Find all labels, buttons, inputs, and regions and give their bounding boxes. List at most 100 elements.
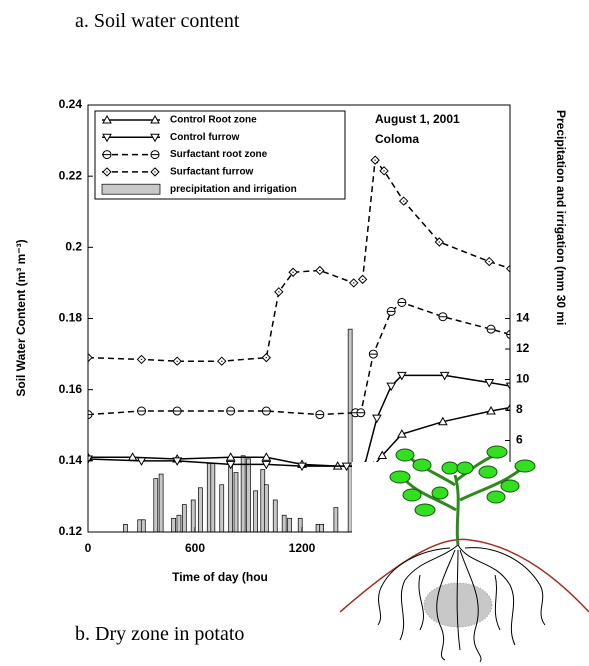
marker <box>357 274 368 285</box>
marker <box>172 356 182 366</box>
y-axis-label: Soil Water Content (m³ m⁻³) <box>14 239 28 396</box>
legend-marker <box>150 167 160 177</box>
y-tick-label: 0.14 <box>59 453 83 467</box>
marker <box>372 414 382 424</box>
bar <box>272 499 278 532</box>
legend-marker <box>102 133 112 143</box>
marker <box>505 403 510 411</box>
bar <box>158 473 164 532</box>
bar <box>176 514 182 532</box>
legend-marker <box>102 150 112 160</box>
legend-marker <box>150 114 160 124</box>
y2-tick-label: 14 <box>516 311 530 325</box>
roots <box>377 544 546 663</box>
y-tick-label: 0.24 <box>59 97 83 111</box>
marker <box>88 410 93 420</box>
bar <box>263 484 269 532</box>
y-tick-label: 0.18 <box>59 311 83 325</box>
bar <box>240 455 246 532</box>
marker <box>368 349 378 359</box>
marker <box>225 460 236 470</box>
y2-tick-label: 12 <box>516 341 530 355</box>
y-tick-label: 0.16 <box>59 382 83 396</box>
bar <box>190 499 196 532</box>
marker <box>172 406 182 416</box>
marker <box>397 297 407 307</box>
marker <box>274 287 284 297</box>
legend-label: Surfactant root zone <box>170 149 268 160</box>
bar <box>319 524 324 532</box>
legend-label: Control furrow <box>170 132 240 143</box>
marker <box>261 452 272 461</box>
y-tick-label: 0.2 <box>65 240 82 254</box>
bar <box>297 517 303 532</box>
legend-marker <box>150 133 160 143</box>
dry-zone <box>423 582 493 628</box>
marker <box>486 406 496 415</box>
marker <box>297 462 307 472</box>
marker <box>484 256 494 267</box>
marker <box>217 356 227 366</box>
line <box>88 301 510 416</box>
marker <box>379 166 389 176</box>
bar <box>233 472 239 532</box>
legend-label: Surfactant furrow <box>170 167 254 178</box>
marker <box>261 352 272 363</box>
marker <box>438 416 448 426</box>
x-tick-label: 0 <box>85 541 92 555</box>
series <box>88 297 510 420</box>
marker <box>136 457 147 466</box>
bar <box>181 504 187 532</box>
x-axis-label: Time of day (hou <box>172 570 268 584</box>
marker <box>370 155 380 165</box>
marker <box>341 462 352 472</box>
bar <box>228 463 234 532</box>
marker <box>386 382 397 392</box>
plot: 0.12 0.14 0.16 0.18 0.2 0.22 0.24 6 8 10 12 14 0 600 1… <box>59 97 530 555</box>
bar <box>140 519 146 532</box>
line <box>88 406 510 467</box>
plot-area <box>88 155 510 532</box>
marker <box>484 379 495 388</box>
legend-marker <box>102 114 112 124</box>
annotation: Coloma <box>375 132 419 146</box>
legend-label: Control Root zone <box>170 115 257 126</box>
legend-label: precipitation and irrigation <box>170 184 297 195</box>
bar <box>219 484 225 532</box>
marker <box>315 265 325 276</box>
legend-marker <box>150 150 160 160</box>
legend: Control Root zone Control furrow Surfactan… <box>94 110 346 200</box>
marker <box>172 457 183 466</box>
marker <box>397 429 407 438</box>
marker <box>505 382 510 390</box>
marker <box>434 237 445 247</box>
bar <box>246 458 251 532</box>
bar <box>333 507 339 532</box>
bar <box>123 524 128 532</box>
y2-tick-label: 10 <box>516 372 530 386</box>
bar <box>171 517 176 532</box>
y-tick-label: 0.12 <box>59 524 83 538</box>
marker <box>377 450 388 459</box>
marker <box>137 406 147 416</box>
marker <box>505 264 510 273</box>
marker <box>356 408 366 418</box>
legend-swatch <box>101 183 161 195</box>
leaves <box>389 445 536 517</box>
marker <box>386 306 396 316</box>
series <box>88 371 510 472</box>
y-tick-label: 0.22 <box>59 168 83 182</box>
legend-marker <box>102 167 112 177</box>
annotation: August 1, 2001 <box>375 112 460 126</box>
marker <box>506 330 510 339</box>
bar <box>347 328 353 532</box>
marker <box>226 406 236 416</box>
marker <box>261 406 271 416</box>
marker <box>349 278 359 288</box>
x-tick-label: 600 <box>185 541 205 555</box>
marker <box>397 371 407 381</box>
bar <box>198 487 203 532</box>
marker <box>486 324 496 334</box>
x-tick-label: 1200 <box>289 541 316 555</box>
